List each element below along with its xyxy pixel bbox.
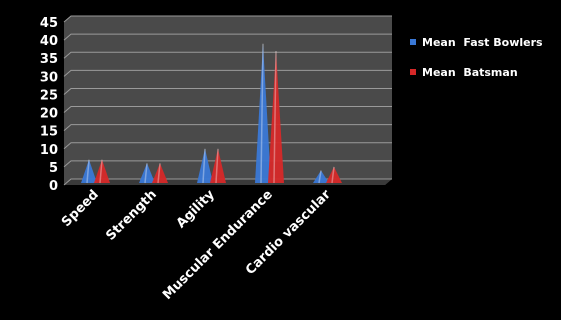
bar-fast-bowlers xyxy=(197,148,213,183)
x-tick-label: Agility xyxy=(174,187,219,232)
legend-entry: Mean Batsman xyxy=(410,66,518,79)
bar-highlight xyxy=(144,163,148,184)
legend-entry: Mean Fast Bowlers xyxy=(410,36,543,49)
y-tick-label: 5 xyxy=(49,161,58,176)
gridline xyxy=(63,87,392,95)
x-tick-label: Strength xyxy=(103,187,159,243)
y-axis: 0 5 10 15 20 25 30 35 40 45 xyxy=(40,16,58,194)
bar-highlight xyxy=(260,43,264,184)
bar-batsman xyxy=(268,50,284,183)
gridlines xyxy=(63,15,392,186)
bar-highlight xyxy=(273,50,277,184)
bar-batsman xyxy=(326,166,342,183)
y-tick-label: 45 xyxy=(40,16,58,31)
gridline xyxy=(63,69,392,77)
bar-highlight xyxy=(318,170,322,184)
bar-highlight xyxy=(86,159,90,184)
gridline xyxy=(63,178,392,186)
y-tick-label: 20 xyxy=(40,107,58,122)
gridline xyxy=(63,106,392,113)
x-tick-label: Speed xyxy=(59,187,102,230)
legend-label-batsman: Mean Batsman xyxy=(422,66,518,79)
bar-highlight xyxy=(157,163,161,184)
legend-swatch-batsman xyxy=(410,69,416,75)
bar-batsman xyxy=(94,159,110,183)
bar-batsman xyxy=(152,163,168,183)
y-tick-label: 15 xyxy=(40,125,58,140)
legend-label-fast-bowlers: Mean Fast Bowlers xyxy=(422,36,543,49)
legend-swatch-fast-bowlers xyxy=(410,39,416,45)
bar-fast-bowlers xyxy=(255,43,271,183)
legend: Mean Fast Bowlers Mean Batsman xyxy=(410,36,543,79)
bars xyxy=(81,43,342,184)
gridline xyxy=(63,15,392,23)
bar-highlight xyxy=(331,166,335,184)
y-tick-label: 30 xyxy=(40,70,58,85)
y-tick-label: 25 xyxy=(40,88,58,103)
bar-highlight xyxy=(99,159,103,184)
plot-wall xyxy=(64,16,392,185)
y-tick-label: 0 xyxy=(49,179,58,194)
gridline xyxy=(63,160,392,168)
plot-floor xyxy=(64,179,392,185)
bar-highlight xyxy=(215,148,219,184)
y-tick-label: 10 xyxy=(40,143,58,158)
x-tick-label: Muscular Endurance xyxy=(160,187,276,303)
y-tick-label: 40 xyxy=(40,34,58,49)
gridline xyxy=(63,33,392,41)
gridline xyxy=(63,51,392,59)
bar-highlight xyxy=(202,148,206,184)
y-tick-label: 35 xyxy=(40,52,58,67)
bar-fast-bowlers xyxy=(313,170,329,183)
gridline xyxy=(63,142,392,150)
plot-area: 0 5 10 15 20 25 30 35 40 45 Speed Strength AgilityM… xyxy=(40,15,392,303)
gridline xyxy=(63,124,392,132)
bar-batsman xyxy=(210,148,226,183)
bar-fast-bowlers xyxy=(81,159,97,183)
bar-fast-bowlers xyxy=(139,163,155,183)
